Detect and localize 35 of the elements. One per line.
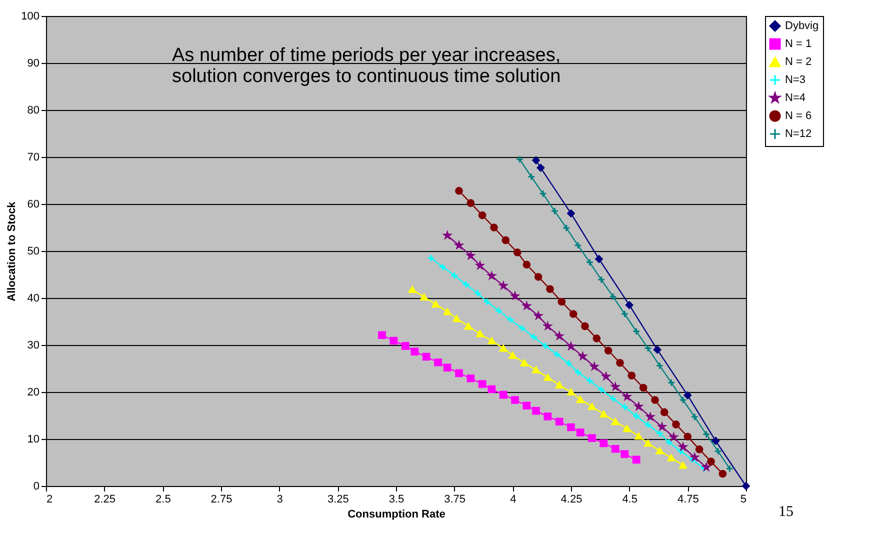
legend-label: N=4 [785,92,806,104]
y-tick-label: 100 [21,10,40,22]
legend-label: N=3 [785,74,806,86]
y-tick-label: 40 [27,292,40,304]
x-tick-label: 2.75 [210,494,232,506]
legend-label: N = 2 [785,56,812,68]
x-tick-label: 3.5 [388,494,404,506]
y-tick-label: 20 [27,386,40,398]
y-tick-label: 90 [27,58,40,70]
y-axis-title: Allocation to Stock [6,200,18,302]
y-tick-label: 30 [27,340,40,352]
x-tick-label: 3.75 [444,494,466,506]
text: 15 [778,504,794,520]
x-tick-label: 4.75 [677,494,699,506]
y-tick-label: 10 [27,434,40,446]
x-tick-label: 2.5 [156,494,171,506]
x-axis-title: Consumption Rate [348,508,446,520]
y-tick-label: 80 [27,104,40,116]
y-tick-label: 50 [27,246,40,258]
annotation: As number of time periods per year increases, solution converges to continuous time solution [172,45,561,87]
legend-label: N = 6 [785,110,812,122]
x-tick-label: 4 [510,494,516,506]
legend-label: N = 1 [785,38,812,50]
x-tick-label: 4.25 [560,494,582,506]
y-tick-label: 0 [33,480,40,492]
x-tick-label: 4.5 [622,494,638,506]
x-tick-label: 3 [276,494,283,506]
y-tick-label: 60 [27,198,40,210]
x-tick-label: 3.25 [327,494,349,506]
y-tick-label: 70 [27,152,40,164]
legend-label: N=12 [785,128,812,140]
x-tick-label: 2 [46,494,53,506]
x-tick-label: 2.25 [94,494,116,506]
x-tick-label: 5 [740,494,746,506]
legend-label: Dybvig [785,20,819,32]
